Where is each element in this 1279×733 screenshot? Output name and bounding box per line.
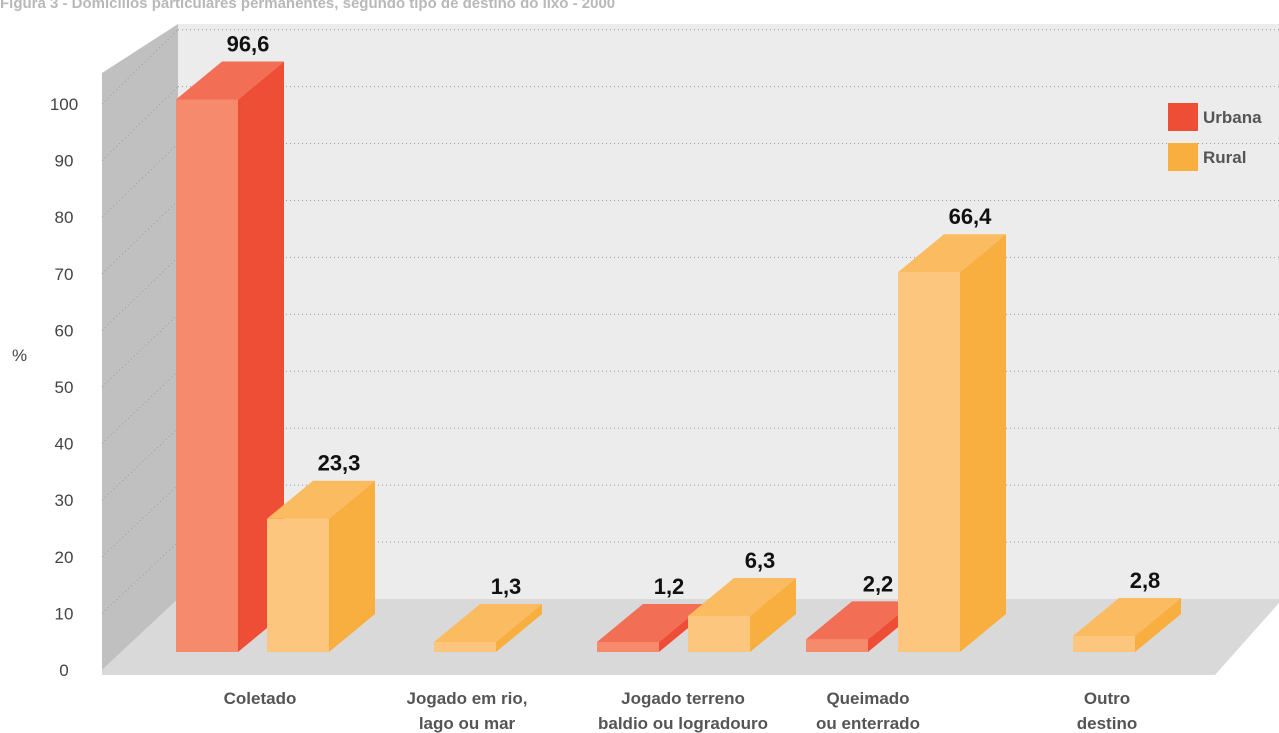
- bar-top: [434, 604, 542, 642]
- bar-front: [898, 272, 960, 652]
- grid-line-side: [101, 484, 179, 558]
- category-label: destino: [1077, 714, 1137, 733]
- y-tick-label: 60: [55, 321, 74, 340]
- value-label: 2,2: [863, 571, 894, 596]
- bar-side: [1135, 597, 1181, 652]
- y-tick-label: 30: [55, 491, 74, 510]
- y-tick-label: 70: [55, 265, 74, 284]
- bar-top: [898, 234, 1006, 273]
- category-labels: Coletado Jogado em rio, lago ou mar Jogado …: [224, 689, 1138, 733]
- legend-label: Urbana: [1203, 108, 1262, 127]
- category-label: Coletado: [224, 689, 297, 708]
- grid-line-side: [101, 143, 179, 218]
- value-labels: 96,6 23,3 1,3 1,2 6,3 2,2 66,4 2,8: [227, 31, 1161, 599]
- legend-label: Rural: [1203, 148, 1246, 167]
- bar-front: [267, 518, 329, 652]
- legend-swatch: [1168, 143, 1198, 171]
- y-tick-label: 80: [55, 208, 74, 227]
- bar-front: [1073, 635, 1135, 652]
- chart-title: Figura 3 - Domicílios particulares perma…: [0, 0, 615, 12]
- value-label: 66,4: [949, 204, 993, 229]
- bar-front: [806, 639, 868, 652]
- bar-top: [267, 480, 375, 519]
- value-label: 2,8: [1130, 568, 1161, 593]
- value-label: 1,2: [654, 574, 685, 599]
- legend: Urbana Rural: [1168, 103, 1262, 171]
- y-axis-label: %: [12, 346, 27, 365]
- bar-top: [688, 577, 796, 616]
- grid-line-side: [101, 200, 179, 275]
- bar-front: [434, 642, 496, 652]
- grid-line-side: [101, 541, 179, 614]
- grid-lines: [101, 29, 1279, 614]
- category-label: ou enterrado: [816, 714, 920, 733]
- y-tick-label: 10: [55, 604, 74, 623]
- y-axis-ticks: 0 10 20 30 40 50 60 70 80 90 100: [50, 95, 78, 680]
- grid-line-side: [101, 257, 179, 331]
- grid-line-side: [101, 427, 179, 501]
- y-tick-label: 20: [55, 548, 74, 567]
- bar-top: [597, 604, 705, 642]
- bar-top: [1073, 597, 1181, 636]
- grid-line-side: [101, 370, 179, 444]
- category-label: Jogado em rio,: [407, 689, 528, 708]
- value-label: 23,3: [318, 451, 361, 476]
- bar-front: [176, 99, 238, 652]
- grid-line-side: [101, 313, 179, 388]
- bars: [176, 61, 1181, 653]
- category-label: Jogado terreno: [621, 689, 745, 708]
- bar-front: [688, 615, 750, 652]
- value-label: 6,3: [745, 548, 776, 573]
- y-tick-label: 40: [55, 435, 74, 454]
- bar-side: [750, 577, 796, 652]
- value-label: 1,3: [491, 574, 522, 599]
- y-tick-label: 90: [55, 152, 74, 171]
- grid-line-side: [101, 29, 179, 105]
- bar-side: [960, 234, 1006, 652]
- grid-line-side: [101, 86, 179, 161]
- side-wall: [102, 24, 178, 670]
- legend-swatch: [1168, 103, 1198, 131]
- y-tick-label: 50: [55, 378, 74, 397]
- value-label: 96,6: [227, 31, 270, 56]
- y-tick-label: 0: [59, 661, 68, 680]
- category-label: Queimado: [826, 689, 909, 708]
- bar-top: [806, 601, 914, 640]
- bar-side: [238, 61, 284, 653]
- bar-side: [329, 480, 375, 652]
- category-label: baldio ou logradouro: [598, 714, 768, 733]
- y-tick-label: 100: [50, 95, 78, 114]
- bar-front: [597, 642, 659, 652]
- bar-top: [176, 61, 284, 100]
- category-label: lago ou mar: [419, 714, 516, 733]
- category-label: Outro: [1084, 689, 1130, 708]
- bar-side: [496, 604, 542, 652]
